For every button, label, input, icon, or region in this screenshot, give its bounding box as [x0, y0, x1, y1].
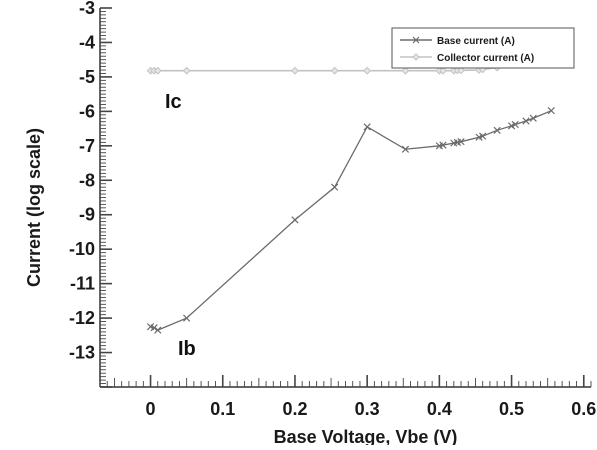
legend-marker [412, 36, 420, 44]
data-point-base-current [547, 107, 555, 115]
y-axis-title: Current (log scale) [24, 128, 44, 287]
y-tick-label: -7 [79, 136, 95, 156]
data-point-collector-current [401, 66, 410, 75]
data-point-base-current [439, 141, 447, 149]
y-tick-label: -13 [69, 343, 95, 363]
data-point-base-current [479, 132, 487, 140]
x-tick-label: 0.5 [499, 399, 524, 419]
y-tick-label: -3 [79, 0, 95, 18]
data-point-base-current [363, 123, 371, 131]
data-point-base-current [511, 120, 519, 129]
y-tick-label: -6 [79, 101, 95, 121]
data-point-base-current [331, 183, 339, 191]
x-axis-title: Base Voltage, Vbe (V) [274, 427, 458, 445]
data-point-base-current [183, 314, 191, 322]
x-tick-label: 0.6 [571, 399, 596, 419]
data-point-collector-current [291, 66, 299, 75]
data-point-base-current [457, 138, 465, 146]
y-tick-label: -12 [69, 308, 95, 328]
y-tick-label: -9 [79, 205, 95, 225]
data-point-collector-current [182, 66, 191, 75]
y-tick-label: -10 [69, 239, 95, 259]
y-tick-label: -4 [79, 32, 95, 52]
data-point-collector-current [457, 66, 465, 75]
legend-box [391, 27, 575, 69]
legend-marker [412, 53, 420, 61]
data-point-collector-current [439, 66, 447, 75]
x-tick-label: 0.2 [282, 399, 307, 419]
data-point-base-current [150, 324, 158, 332]
data-point-base-current [529, 114, 537, 122]
annotation-ib: Ib [178, 338, 196, 360]
x-tick-label: 0.1 [210, 399, 235, 419]
data-point-base-current [401, 145, 410, 153]
y-tick-label: -11 [70, 274, 95, 294]
data-point-base-current [154, 326, 162, 334]
x-tick-label: 0.4 [427, 399, 452, 419]
y-tick-label: -8 [79, 170, 95, 190]
x-tick-label: 0 [146, 399, 156, 419]
legend-label: Collector current (A) [437, 53, 534, 64]
annotation-ic: Ic [165, 91, 182, 113]
y-tick-label: -5 [79, 67, 95, 87]
data-point-base-current [291, 216, 299, 224]
legend-label: Base current (A) [437, 36, 515, 47]
data-point-collector-current [330, 66, 339, 75]
data-point-base-current [493, 126, 501, 134]
data-point-collector-current [153, 66, 162, 75]
x-tick-label: 0.3 [355, 399, 380, 419]
data-point-collector-current [363, 66, 372, 75]
data-point-base-current [522, 117, 530, 125]
